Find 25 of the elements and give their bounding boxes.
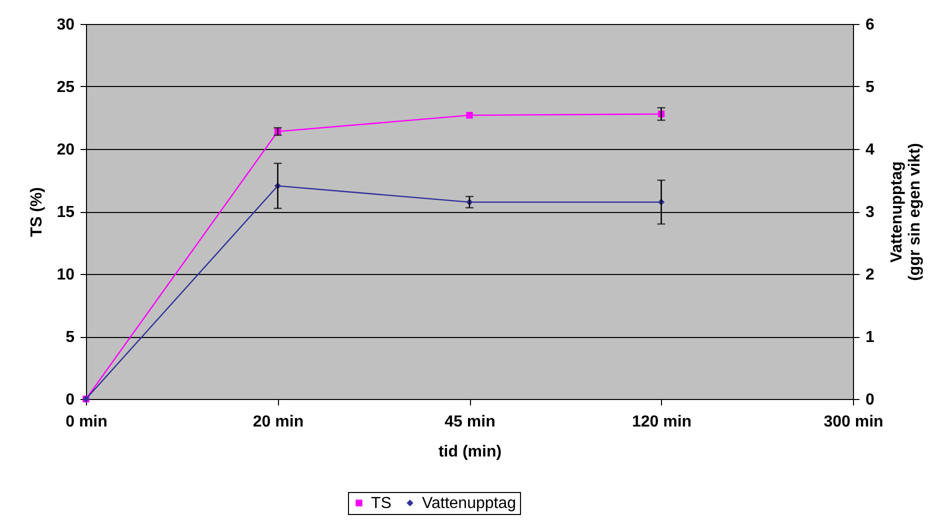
y2-tick-label: 3 [866,204,874,221]
y2-axis-title: Vattenupptag (ggr sin egen vikt) [888,143,924,281]
x-axis-title: tid (min) [438,444,502,460]
x-tick-label: 45 min [444,414,496,430]
x-tick-label: 120 min [632,414,692,430]
x-tick-label: 0 min [66,414,108,430]
y2-tick-label: 1 [866,329,874,346]
y2-tick-label: 5 [866,79,874,96]
x-tick-label: 300 min [824,414,884,430]
point [466,112,473,119]
legend-label: Vattenupptag [422,495,516,512]
y-tick-label: 0 [66,392,75,408]
y2-tick-label: 4 [866,142,874,158]
y2-tick-label: 2 [866,266,874,284]
y-tick-label: 30 [56,16,75,34]
y-tick-label: 20 [56,142,75,158]
legend-label: TS [371,495,392,512]
y2-tick-label: 6 [866,16,874,34]
x-tick-label: 20 min [252,414,304,430]
y-tick-label: 10 [56,266,75,284]
y2-tick-label: 0 [866,392,874,408]
y-tick-label: 25 [56,79,75,96]
y-axis-title: TS (%) [28,187,46,237]
y-tick-label: 15 [56,204,75,221]
y-tick-label: 5 [66,329,75,346]
